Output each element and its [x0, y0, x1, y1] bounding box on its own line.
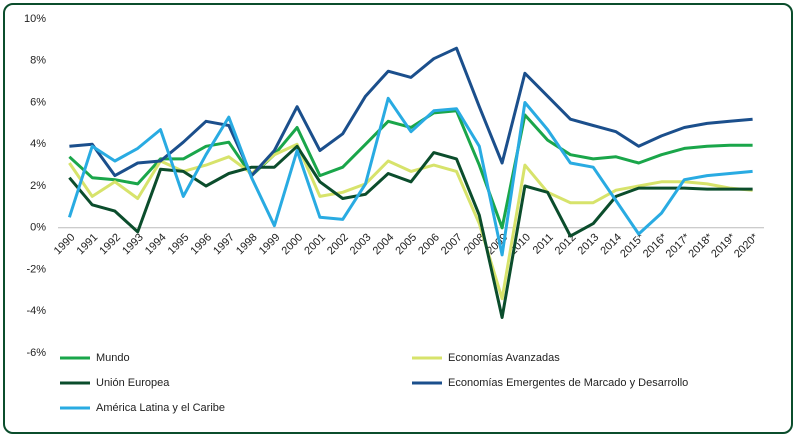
series-line [68, 144, 753, 319]
y-tick-label: 2% [30, 180, 46, 192]
y-tick-label: -4% [26, 305, 46, 317]
x-tick-label: 2019* [709, 231, 738, 260]
x-tick-label: 1990 [52, 231, 78, 257]
x-tick-label: 2011 [531, 231, 556, 256]
x-tick-label: 2006 [416, 231, 442, 257]
y-tick-label: 6% [30, 96, 46, 108]
x-tick-label: 1993 [120, 231, 146, 257]
x-tick-label: 2000 [280, 231, 306, 257]
legend-label: Unión Europea [96, 377, 170, 389]
x-tick-label: 2016* [641, 231, 670, 260]
y-tick-label: 0% [30, 222, 46, 234]
x-tick-label: 2003 [348, 231, 374, 257]
y-tick-label: 10% [24, 13, 46, 25]
x-tick-label: 2005 [393, 231, 419, 257]
x-tick-label: 1997 [211, 231, 237, 257]
x-tick-label: 1998 [234, 231, 260, 257]
legend-label: Economías Emergentes de Marcado y Desarr… [448, 377, 688, 389]
series-line [68, 109, 753, 230]
x-tick-label: 2013 [576, 231, 602, 257]
legend-label: Mundo [96, 352, 130, 364]
x-tick-label: 2017* [664, 231, 693, 260]
y-tick-label: 8% [30, 55, 46, 67]
x-tick-label: 1995 [166, 231, 192, 257]
x-tick-label: 2007 [439, 231, 465, 257]
x-tick-label: 2020* [732, 231, 761, 260]
y-tick-label: 4% [30, 138, 46, 150]
legend-label: Economías Avanzadas [448, 352, 560, 364]
chart-frame [3, 3, 793, 434]
x-tick-label: 2018* [686, 231, 715, 260]
x-tick-label: 2015* [618, 231, 647, 260]
y-tick-label: -6% [26, 347, 46, 359]
y-tick-label: -2% [26, 263, 46, 275]
x-tick-label: 2002 [325, 231, 351, 257]
x-tick-label: 1996 [188, 231, 214, 257]
x-tick-label: 1994 [143, 231, 169, 257]
x-tick-label: 2001 [302, 231, 328, 257]
series-line [69, 46, 753, 178]
x-tick-label: 1992 [97, 231, 123, 257]
series-line [67, 96, 753, 257]
x-tick-label: 1991 [75, 231, 101, 257]
x-tick-label: 2004 [371, 231, 397, 257]
legend-label: América Latina y el Caribe [96, 402, 225, 414]
x-tick-label: 1999 [257, 231, 283, 257]
